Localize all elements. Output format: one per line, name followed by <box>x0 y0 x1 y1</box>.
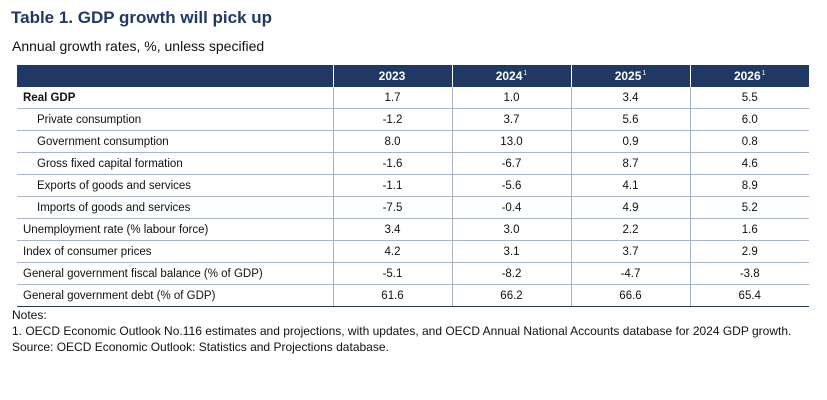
table-cell: -1.1 <box>332 174 452 197</box>
table-cell: 4.1 <box>570 174 690 197</box>
table-cell: 2.2 <box>570 218 690 241</box>
table-cell: 3.1 <box>451 240 571 263</box>
table-cell: 2.9 <box>689 240 809 263</box>
header-year-2026: 20261 <box>689 65 809 87</box>
table-cell: 5.6 <box>570 108 690 131</box>
table-cell: 5.2 <box>689 196 809 219</box>
table-cell: 1.0 <box>451 87 571 109</box>
table-notes: Notes: 1. OECD Economic Outlook No.116 e… <box>12 307 812 355</box>
table-cell: 6.0 <box>689 108 809 131</box>
table-cell: 1.6 <box>689 218 809 241</box>
table-row-real-gdp: Real GDP 1.7 1.0 3.4 5.5 <box>17 87 809 109</box>
table-cell: 8.0 <box>332 130 452 153</box>
table-title: Table 1. GDP growth will pick up <box>11 8 273 27</box>
table-cell: 66.2 <box>451 284 571 307</box>
table-row-exports: Exports of goods and services -1.1 -5.6 … <box>17 174 809 197</box>
table-cell: -1.6 <box>332 152 452 175</box>
table-row-consumer-prices: Index of consumer prices 4.2 3.1 3.7 2.9 <box>17 240 809 263</box>
row-label: Gross fixed capital formation <box>17 152 333 175</box>
row-label: Private consumption <box>17 108 333 131</box>
row-label: Real GDP <box>17 87 333 109</box>
table-cell: 3.4 <box>570 87 690 109</box>
table-subtitle: Annual growth rates, %, unless specified <box>12 38 265 54</box>
table-row-unemployment: Unemployment rate (% labour force) 3.4 3… <box>17 218 809 241</box>
table-row-private-consumption: Private consumption -1.2 3.7 5.6 6.0 <box>17 108 809 131</box>
table-cell: -7.5 <box>332 196 452 219</box>
header-year-2024: 20241 <box>451 65 571 87</box>
table-cell: 0.9 <box>570 130 690 153</box>
header-year-2025: 20251 <box>570 65 690 87</box>
table-cell: 65.4 <box>689 284 809 307</box>
table-row-fiscal-balance: General government fiscal balance (% of … <box>17 262 809 285</box>
table-cell: 3.7 <box>570 240 690 263</box>
table-cell: 66.6 <box>570 284 690 307</box>
table-row-government-consumption: Government consumption 8.0 13.0 0.9 0.8 <box>17 130 809 153</box>
header-year-2023: 2023 <box>332 65 452 87</box>
table-cell: 3.7 <box>451 108 571 131</box>
notes-heading: Notes: <box>12 308 47 322</box>
table-cell: 1.7 <box>332 87 452 109</box>
note-1: 1. OECD Economic Outlook No.116 estimate… <box>12 324 792 338</box>
table-cell: -3.8 <box>689 262 809 285</box>
table-cell: 5.5 <box>689 87 809 109</box>
table-cell: -6.7 <box>451 152 571 175</box>
table-cell: -4.7 <box>570 262 690 285</box>
table-cell: -1.2 <box>332 108 452 131</box>
table-cell: 8.7 <box>570 152 690 175</box>
table-cell: 4.6 <box>689 152 809 175</box>
header-blank-cell <box>17 65 333 87</box>
table-cell: -5.6 <box>451 174 571 197</box>
table-cell: 4.9 <box>570 196 690 219</box>
table-cell: 3.4 <box>332 218 452 241</box>
table-row-gross-fixed-capital: Gross fixed capital formation -1.6 -6.7 … <box>17 152 809 175</box>
table-row-government-debt: General government debt (% of GDP) 61.6 … <box>17 284 809 307</box>
row-label: Index of consumer prices <box>17 240 333 263</box>
table-cell: -0.4 <box>451 196 571 219</box>
table-cell: 0.8 <box>689 130 809 153</box>
table-cell: 4.2 <box>332 240 452 263</box>
table-row-imports: Imports of goods and services -7.5 -0.4 … <box>17 196 809 219</box>
table-cell: 3.0 <box>451 218 571 241</box>
row-label: Exports of goods and services <box>17 174 333 197</box>
table-header-row: 2023 20241 20251 20261 <box>17 65 809 87</box>
table-cell: -8.2 <box>451 262 571 285</box>
table-cell: 13.0 <box>451 130 571 153</box>
table-cell: -5.1 <box>332 262 452 285</box>
gdp-table: 2023 20241 20251 20261 Real GDP 1.7 1.0 … <box>17 65 809 307</box>
row-label: General government fiscal balance (% of … <box>17 262 333 285</box>
row-label: General government debt (% of GDP) <box>17 284 333 307</box>
table-cell: 61.6 <box>332 284 452 307</box>
table-cell: 8.9 <box>689 174 809 197</box>
row-label: Unemployment rate (% labour force) <box>17 218 333 241</box>
row-label: Imports of goods and services <box>17 196 333 219</box>
row-label: Government consumption <box>17 130 333 153</box>
source-note: Source: OECD Economic Outlook: Statistic… <box>12 340 389 354</box>
